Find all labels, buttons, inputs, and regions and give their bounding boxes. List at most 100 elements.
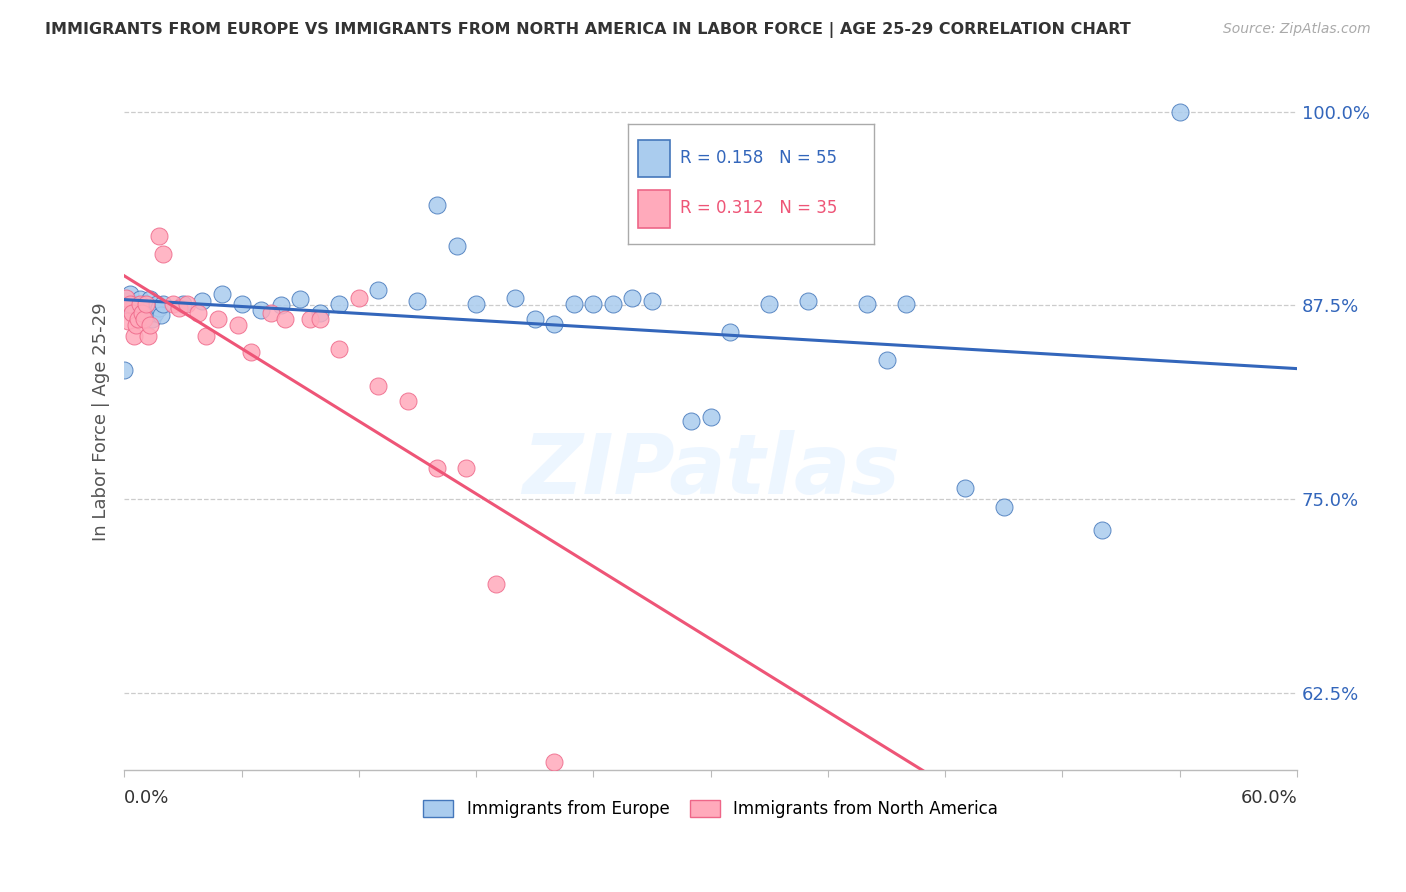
Point	[328, 342, 350, 356]
Text: Source: ZipAtlas.com: Source: ZipAtlas.com	[1223, 22, 1371, 37]
Point	[288, 292, 311, 306]
Point	[128, 292, 150, 306]
Point	[1090, 523, 1112, 537]
FancyBboxPatch shape	[638, 190, 669, 227]
Point	[148, 228, 170, 243]
Point	[121, 306, 143, 320]
Point	[115, 293, 138, 308]
Point	[135, 309, 157, 323]
Point	[1168, 104, 1191, 119]
Point	[136, 329, 159, 343]
Point	[273, 312, 295, 326]
Point	[367, 283, 389, 297]
Point	[456, 461, 478, 475]
Point	[876, 352, 898, 367]
Text: R = 0.312   N = 35: R = 0.312 N = 35	[679, 199, 837, 218]
Point	[167, 301, 190, 316]
Point	[582, 297, 605, 311]
Point	[125, 318, 148, 333]
Point	[226, 318, 249, 333]
Point	[207, 312, 229, 326]
Point	[187, 306, 209, 320]
Point	[699, 409, 721, 424]
Point	[121, 306, 143, 320]
Point	[115, 291, 138, 305]
Point	[543, 756, 565, 770]
Legend: Immigrants from Europe, Immigrants from North America: Immigrants from Europe, Immigrants from …	[416, 793, 1004, 824]
Point	[347, 291, 370, 305]
Point	[718, 325, 741, 339]
Point	[172, 297, 194, 311]
Point	[120, 287, 142, 301]
Point	[132, 297, 155, 311]
Point	[485, 577, 508, 591]
Point	[328, 297, 350, 311]
Point	[396, 394, 419, 409]
Point	[894, 297, 917, 311]
Point	[308, 306, 330, 320]
Point	[131, 306, 153, 320]
Point	[260, 306, 283, 320]
Point	[120, 297, 142, 311]
Point	[543, 317, 565, 331]
Point	[145, 306, 167, 320]
Point	[298, 312, 321, 326]
Point	[426, 461, 449, 475]
Point	[127, 312, 149, 326]
Point	[132, 312, 155, 326]
Point	[131, 304, 153, 318]
Point	[503, 291, 526, 305]
Point	[231, 297, 253, 311]
Point	[112, 363, 135, 377]
Text: IMMIGRANTS FROM EUROPE VS IMMIGRANTS FROM NORTH AMERICA IN LABOR FORCE | AGE 25-: IMMIGRANTS FROM EUROPE VS IMMIGRANTS FRO…	[45, 22, 1130, 38]
Point	[122, 297, 145, 311]
Point	[211, 287, 233, 301]
Point	[523, 312, 546, 326]
Point	[602, 297, 624, 311]
Point	[138, 292, 160, 306]
Point	[953, 481, 976, 495]
Point	[148, 301, 170, 316]
Point	[176, 297, 198, 311]
Point	[138, 318, 160, 333]
Point	[127, 298, 149, 312]
Point	[465, 297, 488, 311]
Point	[195, 329, 218, 343]
Point	[152, 247, 174, 261]
Point	[621, 291, 644, 305]
Point	[128, 297, 150, 311]
Point	[135, 297, 157, 311]
Point	[426, 197, 449, 211]
Point	[162, 297, 184, 311]
Point	[141, 312, 163, 326]
Point	[562, 297, 585, 311]
Point	[856, 297, 879, 311]
Text: 0.0%: 0.0%	[124, 789, 170, 806]
Y-axis label: In Labor Force | Age 25-29: In Labor Force | Age 25-29	[93, 302, 110, 541]
Point	[117, 298, 139, 312]
Point	[146, 297, 169, 311]
Point	[150, 308, 173, 322]
Point	[406, 293, 429, 308]
Point	[117, 314, 139, 328]
Point	[240, 344, 263, 359]
Point	[446, 239, 468, 253]
Point	[136, 300, 159, 314]
Point	[308, 312, 330, 326]
Point	[191, 293, 214, 308]
FancyBboxPatch shape	[638, 140, 669, 177]
Text: R = 0.158   N = 55: R = 0.158 N = 55	[679, 149, 837, 167]
Point	[270, 298, 292, 312]
Text: ZIPatlas: ZIPatlas	[522, 430, 900, 511]
Point	[641, 293, 664, 308]
Point	[758, 297, 780, 311]
Point	[367, 379, 389, 393]
Point	[125, 302, 148, 317]
Point	[142, 301, 165, 316]
Point	[681, 415, 703, 429]
Point	[250, 302, 273, 317]
Point	[152, 297, 174, 311]
Point	[122, 329, 145, 343]
Text: 60.0%: 60.0%	[1240, 789, 1298, 806]
Point	[993, 500, 1015, 514]
